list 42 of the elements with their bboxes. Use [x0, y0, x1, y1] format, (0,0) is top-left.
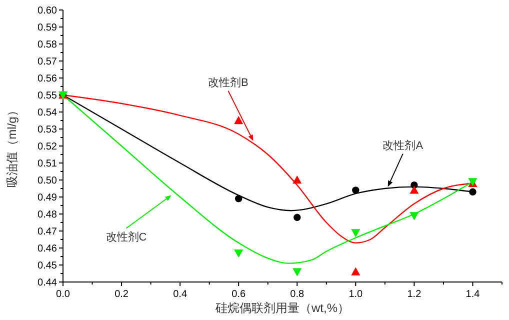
y-tick-label: 0.45 [38, 260, 58, 272]
x-axis-title: 硅烷偶联剂用量（wt,%） [214, 301, 350, 315]
point [351, 267, 360, 276]
point [469, 188, 476, 196]
y-tick-label: 0.58 [38, 40, 58, 50]
x-tick-label: 1.4 [466, 289, 480, 300]
y-tick-label: 0.57 [38, 56, 58, 68]
x-tick-label: 0.8 [290, 289, 305, 300]
point [235, 195, 242, 202]
y-tick-label: 0.49 [38, 192, 58, 204]
annotation: 改性剂C [106, 230, 147, 244]
x-tick-label: 0.2 [114, 289, 129, 300]
y-axis-title: 吸油值（ml/g） [5, 104, 19, 188]
y-tick-label: 0.52 [38, 142, 58, 152]
point [410, 212, 419, 220]
x-tick-label: 1.2 [407, 289, 422, 300]
point [292, 268, 302, 276]
y-tick-label: 0.44 [38, 278, 58, 288]
point [410, 186, 419, 194]
y-tick-label: 0.47 [38, 226, 58, 238]
point [234, 116, 244, 124]
x-tick-label: 1.0 [348, 289, 364, 300]
y-tick-label: 0.51 [38, 158, 58, 170]
y-tick-label: 0.55 [38, 90, 58, 102]
annotation: 改性剂B [208, 76, 248, 89]
y-tick-label: 0.48 [38, 210, 58, 220]
x-tick-label: 0.6 [232, 289, 246, 300]
y-tick-label: 0.60 [38, 6, 58, 16]
x-tick-label: 0.4 [173, 289, 188, 300]
point [294, 214, 301, 221]
x-tick-label: 0.0 [56, 289, 70, 300]
point [234, 250, 244, 258]
y-tick-label: 0.54 [38, 108, 58, 118]
annotation: 改性剂A [382, 138, 424, 152]
y-tick-label: 0.56 [38, 74, 58, 84]
point [351, 229, 360, 238]
y-tick-label: 0.53 [38, 124, 58, 136]
point [292, 176, 302, 184]
y-tick-label: 0.59 [38, 22, 58, 34]
y-tick-label: 0.50 [38, 176, 58, 186]
point [352, 186, 360, 194]
y-tick-label: 0.46 [38, 244, 58, 254]
